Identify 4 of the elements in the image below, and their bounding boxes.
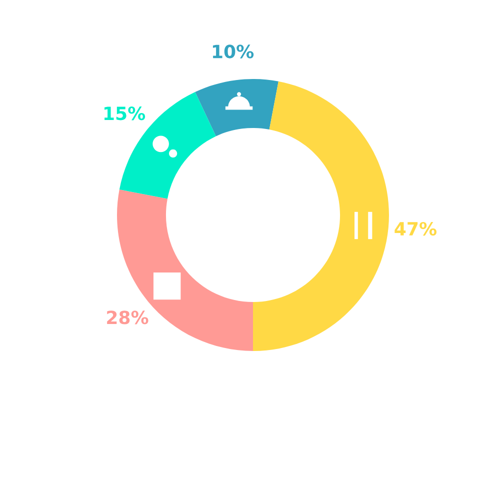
data-label: 47% [394,222,437,236]
data-label: 10% [212,44,254,58]
data-label: 15% [104,106,146,120]
data-label: 28% [107,310,148,324]
